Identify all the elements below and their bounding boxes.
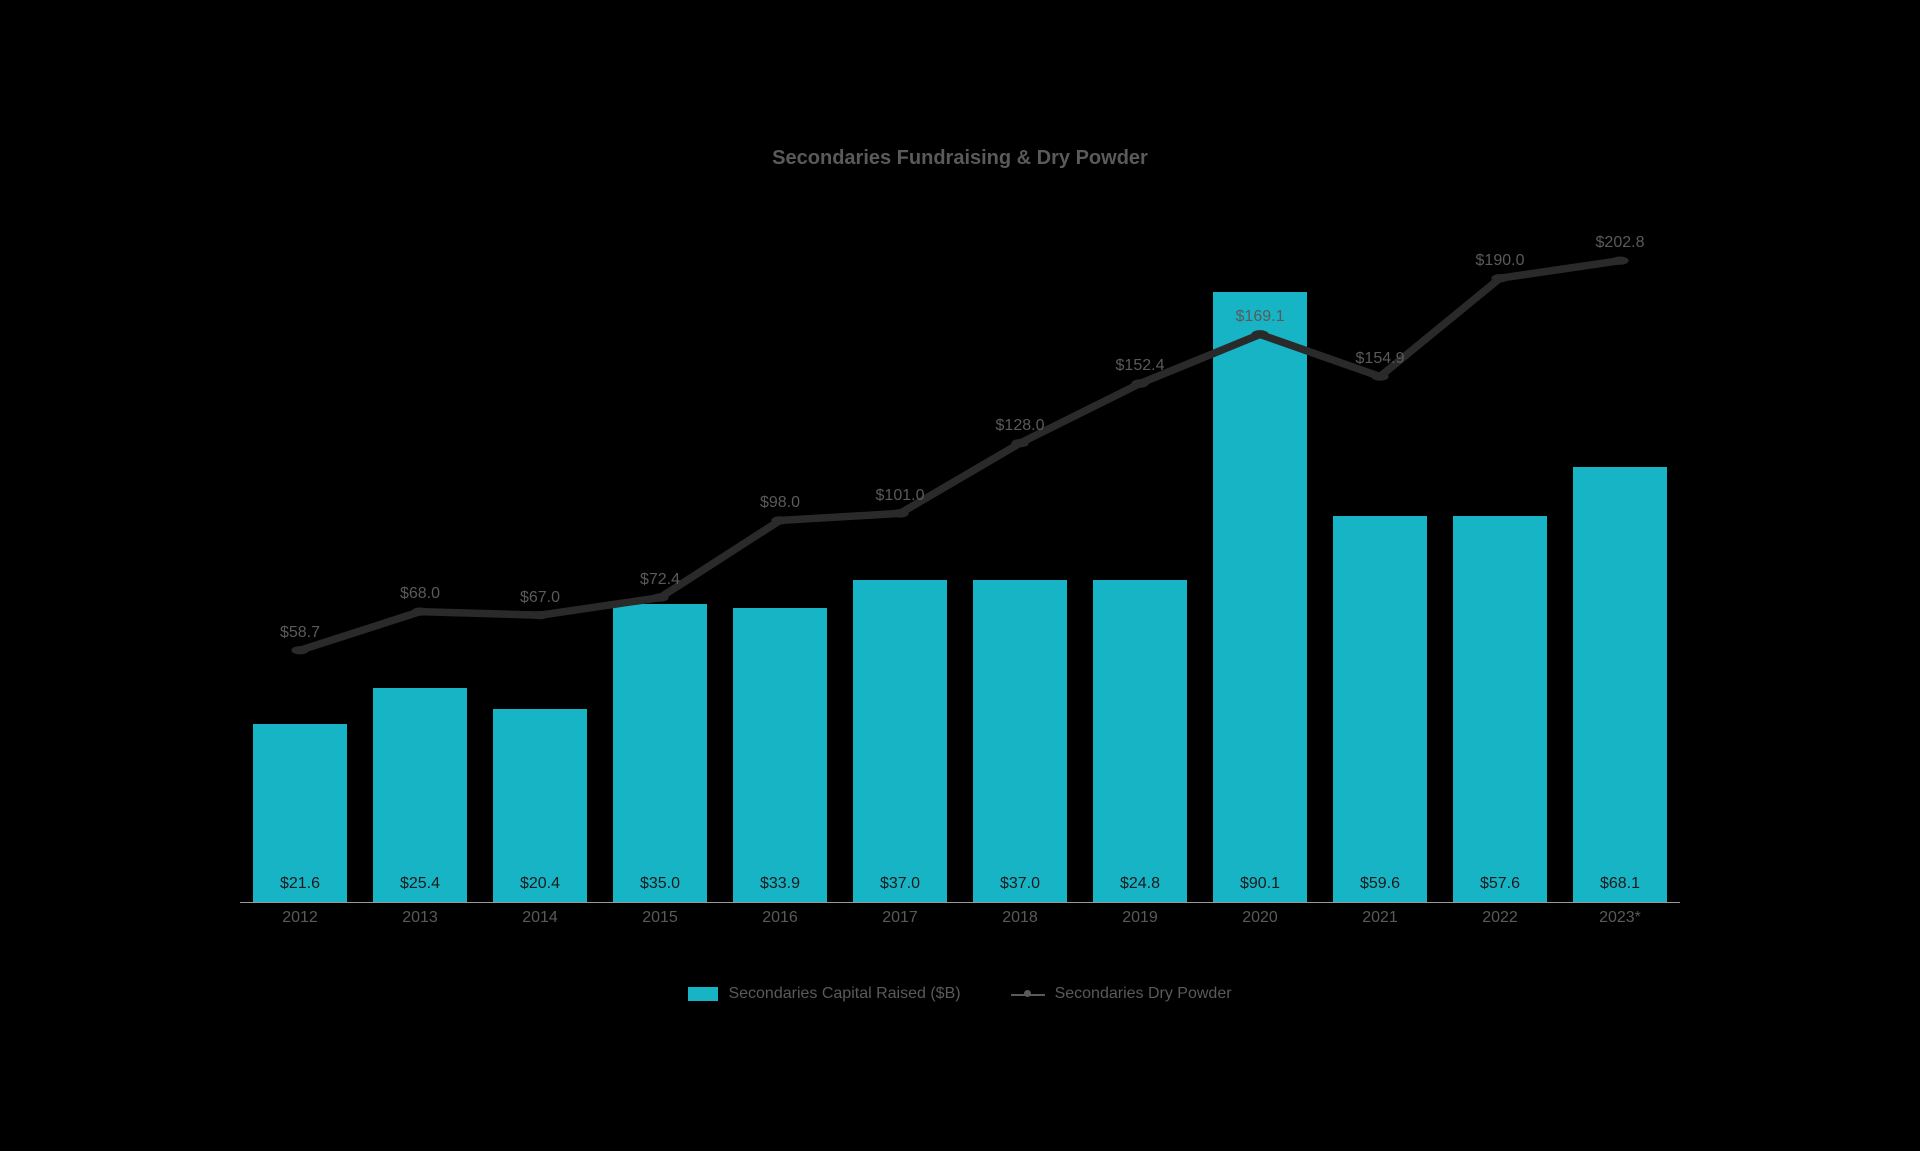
x-axis-label: 2018 <box>960 903 1080 931</box>
legend: Secondaries Capital Raised ($B) Secondar… <box>210 985 1710 1003</box>
x-axis-label: 2022 <box>1440 903 1560 931</box>
bar-slot: $37.0 <box>960 201 1080 903</box>
bar-slot: $35.0 <box>600 201 720 903</box>
x-axis-label: 2014 <box>480 903 600 931</box>
bar: $24.8 <box>1093 580 1187 903</box>
legend-label-bars: Secondaries Capital Raised ($B) <box>728 985 960 1003</box>
bar-slot: $59.6 <box>1320 201 1440 903</box>
x-axis-label: 2016 <box>720 903 840 931</box>
bar: $21.6 <box>253 724 347 903</box>
bar-value-label: $68.1 <box>1600 875 1640 903</box>
bar-slot: $33.9 <box>720 201 840 903</box>
line-swatch-icon <box>1011 987 1045 1001</box>
chart-title: Secondaries Fundraising & Dry Powder <box>210 147 1710 170</box>
x-axis-label: 2019 <box>1080 903 1200 931</box>
bar-value-label: $21.6 <box>280 875 320 903</box>
bar: $59.6 <box>1333 516 1427 902</box>
bars-row: $21.6 $25.4 $20.4 $35.0 $33.9 $37.0 $37.0 $24.8… <box>240 201 1680 903</box>
bar: $25.4 <box>373 688 467 902</box>
legend-item-bars: Secondaries Capital Raised ($B) <box>688 985 960 1003</box>
bar-value-label: $20.4 <box>520 875 560 903</box>
bar-slot: $24.8 <box>1080 201 1200 903</box>
x-axis-label: 2023* <box>1560 903 1680 931</box>
x-axis-label: 2020 <box>1200 903 1320 931</box>
x-axis-label: 2015 <box>600 903 720 931</box>
bar-value-label: $37.0 <box>880 875 920 903</box>
bar-value-label: $57.6 <box>1480 875 1520 903</box>
bar-slot: $21.6 <box>240 201 360 903</box>
bar-slot: $68.1 <box>1560 201 1680 903</box>
bar: $35.0 <box>613 604 707 902</box>
x-axis-label: 2017 <box>840 903 960 931</box>
bar-slot: $20.4 <box>480 201 600 903</box>
bar-slot: $25.4 <box>360 201 480 903</box>
plot-area: $21.6 $25.4 $20.4 $35.0 $33.9 $37.0 $37.0 $24.8… <box>240 201 1680 931</box>
bar: $20.4 <box>493 709 587 902</box>
bar: $33.9 <box>733 608 827 903</box>
x-axis-label: 2012 <box>240 903 360 931</box>
bar-value-label: $90.1 <box>1240 875 1280 903</box>
bar-value-label: $24.8 <box>1120 875 1160 903</box>
bar-value-label: $25.4 <box>400 875 440 903</box>
bar-value-label: $59.6 <box>1360 875 1400 903</box>
bar-value-label: $37.0 <box>1000 875 1040 903</box>
x-axis-label: 2013 <box>360 903 480 931</box>
bar: $37.0 <box>973 580 1067 903</box>
bar-value-label: $35.0 <box>640 875 680 903</box>
x-axis-labels: 2012201320142015201620172018201920202021… <box>240 903 1680 931</box>
legend-item-line: Secondaries Dry Powder <box>1011 985 1232 1003</box>
bar: $57.6 <box>1453 516 1547 902</box>
bar-swatch-icon <box>688 987 718 1001</box>
bar: $90.1 <box>1213 292 1307 903</box>
chart-container: Secondaries Fundraising & Dry Powder $21… <box>210 141 1710 1011</box>
x-axis-label: 2021 <box>1320 903 1440 931</box>
bar-slot: $57.6 <box>1440 201 1560 903</box>
bar-slot: $90.1 <box>1200 201 1320 903</box>
bar: $68.1 <box>1573 467 1667 902</box>
bar-value-label: $33.9 <box>760 875 800 903</box>
bar-slot: $37.0 <box>840 201 960 903</box>
legend-label-line: Secondaries Dry Powder <box>1055 985 1232 1003</box>
bar: $37.0 <box>853 580 947 903</box>
